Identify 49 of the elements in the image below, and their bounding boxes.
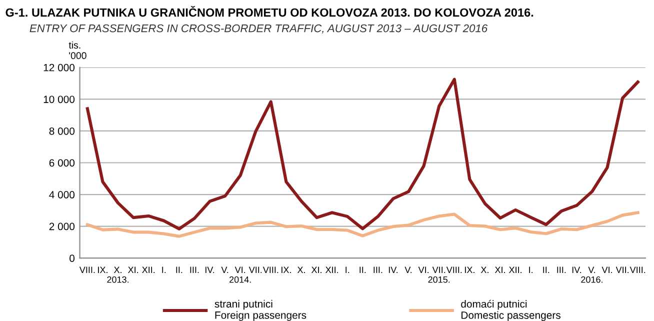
x-tick-label: I. xyxy=(529,266,533,273)
y-tick-label: 2 000 xyxy=(49,222,75,230)
x-tick-label: III. xyxy=(374,266,382,273)
y-tick-label: 6 000 xyxy=(49,159,75,167)
x-tick-label: IX. xyxy=(282,266,291,273)
x-tick-label: XII. xyxy=(325,266,338,273)
x-tick-label: III. xyxy=(557,266,566,273)
x-tick-label: I. xyxy=(162,266,166,273)
x-tick-label: IV. xyxy=(572,266,581,273)
x-tick-label: IV. xyxy=(205,266,214,273)
x-tick-label: XII. xyxy=(508,266,522,273)
x-tick-label: VIII. xyxy=(446,266,462,273)
x-tick-label: X. xyxy=(297,266,305,273)
line-series xyxy=(86,78,640,230)
x-tick-label: III. xyxy=(190,266,199,273)
x-tick-label: VII. xyxy=(616,266,629,273)
x-tick-label: V. xyxy=(404,266,412,273)
x-tick-label: II. xyxy=(543,266,550,273)
x-tick-label: VI. xyxy=(418,266,428,273)
y-tick-label: 4 000 xyxy=(49,191,75,198)
x-tick-label: VIII. xyxy=(79,266,95,273)
y-tick-label: 8 000 xyxy=(49,127,75,135)
x-tick-label: XI. xyxy=(128,266,138,273)
x-tick-label: XI. xyxy=(494,266,505,273)
x-tick-label: II. xyxy=(176,266,182,273)
legend-label: domaći putnici Domestic passengers xyxy=(461,300,560,321)
y-axis-title: tis. '000 xyxy=(68,41,86,60)
y-tick-label: 10 000 xyxy=(44,96,75,104)
x-tick-label: VIII. xyxy=(630,266,646,273)
chart-subtitle: ENTRY OF PASSENGERS IN CROSS-BORDER TRAFFIC, AUGUST 2013 – AUGUST 2016 xyxy=(30,24,488,34)
y-tick-label: 0 xyxy=(70,254,75,262)
x-tick-label: IX. xyxy=(464,266,474,273)
x-tick-label: X. xyxy=(480,266,488,273)
chart-title: G-1. ULAZAK PUTNIKA U GRANIČNOM PROMETU OD KOLOVOZA 2013. DO KOLOVOZA 2016. xyxy=(6,6,534,17)
legend-label: strani putnici Foreign passengers xyxy=(214,300,306,321)
x-tick-label: V. xyxy=(221,266,228,273)
x-tick-label: IV. xyxy=(388,266,398,273)
x-tick-label: VII. xyxy=(248,266,262,273)
x-tick-label: X. 2013. xyxy=(107,266,128,283)
x-tick-label: XI. xyxy=(311,266,322,273)
x-tick-label: VIII. xyxy=(262,266,278,273)
y-tick-label: 12 000 xyxy=(44,64,75,72)
x-tick-label: II. xyxy=(360,266,366,273)
x-tick-label: I. xyxy=(346,266,350,273)
line-series xyxy=(86,211,640,238)
x-tick-label: VI. xyxy=(602,266,612,273)
x-tick-label: V. 2016. xyxy=(581,266,602,283)
x-tick-label: XII. xyxy=(142,266,155,273)
x-tick-label: IX. xyxy=(98,266,108,273)
